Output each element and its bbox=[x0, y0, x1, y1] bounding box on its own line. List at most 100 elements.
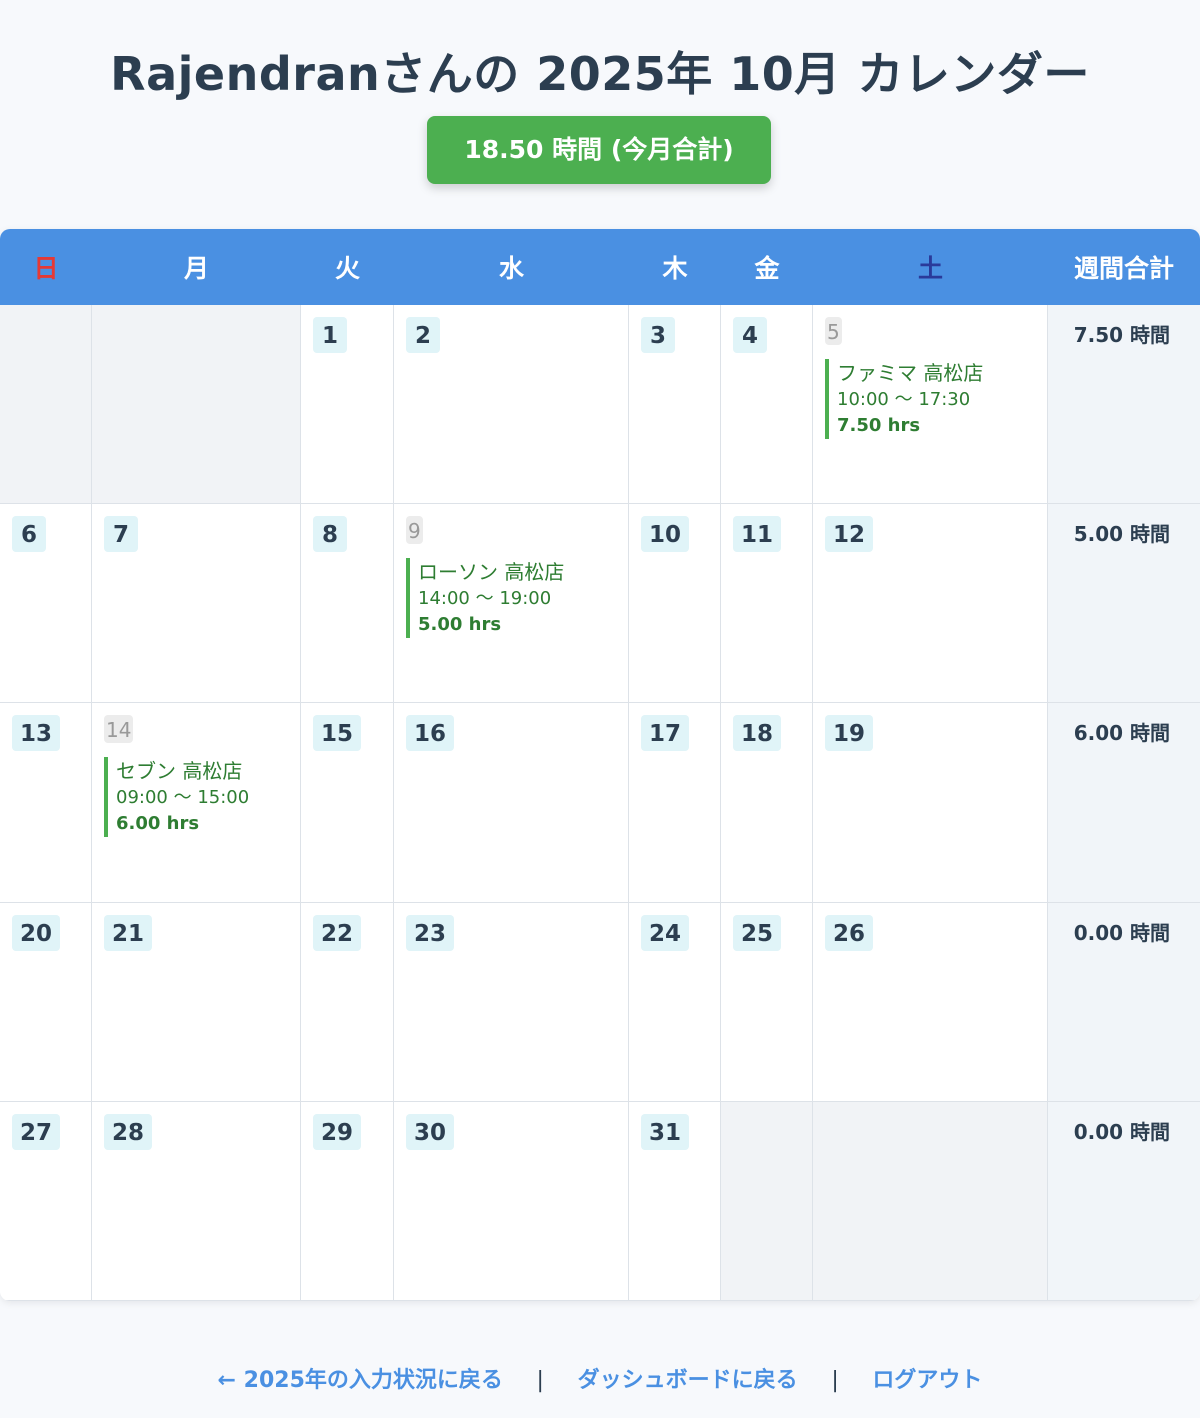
day-cell[interactable]: 12 bbox=[813, 504, 1048, 703]
empty-day-cell bbox=[721, 1102, 813, 1301]
day-cell[interactable]: 24 bbox=[629, 903, 721, 1102]
empty-day-cell bbox=[813, 1102, 1048, 1301]
day-cell[interactable]: 4 bbox=[721, 305, 813, 504]
footer-links: ← 2025年の入力状況に戻る | ダッシュボードに戻る | ログアウト bbox=[0, 1362, 1200, 1394]
day-cell[interactable]: 11 bbox=[721, 504, 813, 703]
week-total-value: 0.00 時間 bbox=[1073, 921, 1170, 945]
shift-entry[interactable]: ローソン 高松店 14:00 〜 19:00 5.00 hrs bbox=[406, 558, 564, 638]
day-number: 14 bbox=[104, 715, 134, 743]
day-number: 31 bbox=[641, 1114, 690, 1150]
day-number: 15 bbox=[313, 715, 362, 751]
day-number: 24 bbox=[641, 915, 690, 951]
week-total-cell: 7.50 時間 bbox=[1048, 305, 1200, 504]
day-number: 6 bbox=[12, 516, 46, 552]
empty-day-cell bbox=[92, 305, 301, 504]
day-cell[interactable]: 15 bbox=[301, 703, 394, 903]
week-total-header: 週間合計 bbox=[1073, 254, 1174, 283]
shift-hours: 7.50 hrs bbox=[837, 415, 921, 436]
shift-time: 10:00 〜 17:30 bbox=[837, 389, 971, 410]
day-number: 19 bbox=[825, 715, 874, 751]
day-number: 12 bbox=[825, 516, 874, 552]
empty-day-cell bbox=[0, 305, 92, 504]
day-cell[interactable]: 29 bbox=[301, 1102, 394, 1301]
monthly-total-badge: 18.50 時間 (今月合計) bbox=[427, 116, 771, 184]
day-cell[interactable]: 2 bbox=[394, 305, 629, 504]
shift-entry[interactable]: ファミマ 高松店 10:00 〜 17:30 7.50 hrs bbox=[825, 359, 983, 439]
week-total-value: 0.00 時間 bbox=[1073, 1120, 1170, 1144]
day-cell[interactable]: 13 bbox=[0, 703, 92, 903]
day-cell[interactable]: 19 bbox=[813, 703, 1048, 903]
day-cell[interactable]: 20 bbox=[0, 903, 92, 1102]
footer-separator: | bbox=[536, 1368, 544, 1393]
day-cell[interactable]: 21 bbox=[92, 903, 301, 1102]
day-cell[interactable]: 5 ファミマ 高松店 10:00 〜 17:30 7.50 hrs bbox=[813, 305, 1048, 504]
day-cell[interactable]: 14 セブン 高松店 09:00 〜 15:00 6.00 hrs bbox=[92, 703, 301, 903]
logout-link[interactable]: ログアウト bbox=[872, 1368, 983, 1393]
day-number: 9 bbox=[406, 516, 423, 544]
day-number: 10 bbox=[641, 516, 690, 552]
dashboard-link[interactable]: ダッシュボードに戻る bbox=[577, 1368, 798, 1393]
week-total-value: 6.00 時間 bbox=[1073, 721, 1170, 745]
week-total-cell: 0.00 時間 bbox=[1048, 1102, 1200, 1301]
day-cell[interactable]: 7 bbox=[92, 504, 301, 703]
shift-hours: 5.00 hrs bbox=[418, 614, 502, 635]
back-to-year-link[interactable]: ← 2025年の入力状況に戻る bbox=[217, 1368, 503, 1393]
weekday-wed: 水 bbox=[498, 254, 524, 283]
day-number: 5 bbox=[825, 317, 842, 345]
week-total-cell: 0.00 時間 bbox=[1048, 903, 1200, 1102]
day-number: 3 bbox=[641, 317, 675, 353]
day-cell[interactable]: 1 bbox=[301, 305, 394, 504]
day-number: 29 bbox=[313, 1114, 362, 1150]
day-cell[interactable]: 25 bbox=[721, 903, 813, 1102]
day-number: 26 bbox=[825, 915, 874, 951]
day-cell[interactable]: 9 ローソン 高松店 14:00 〜 19:00 5.00 hrs bbox=[394, 504, 629, 703]
week-total-value: 5.00 時間 bbox=[1073, 522, 1170, 546]
day-cell[interactable]: 10 bbox=[629, 504, 721, 703]
footer-separator: | bbox=[831, 1368, 839, 1393]
day-number: 2 bbox=[406, 317, 440, 353]
shift-entry[interactable]: セブン 高松店 09:00 〜 15:00 6.00 hrs bbox=[104, 757, 249, 837]
day-number: 7 bbox=[104, 516, 138, 552]
day-number: 21 bbox=[104, 915, 153, 951]
day-number: 27 bbox=[12, 1114, 61, 1150]
day-cell[interactable]: 8 bbox=[301, 504, 394, 703]
day-number: 30 bbox=[406, 1114, 455, 1150]
day-cell[interactable]: 22 bbox=[301, 903, 394, 1102]
week-total-cell: 5.00 時間 bbox=[1048, 504, 1200, 703]
day-cell[interactable]: 28 bbox=[92, 1102, 301, 1301]
day-cell[interactable]: 6 bbox=[0, 504, 92, 703]
weekday-fri: 金 bbox=[754, 254, 780, 283]
day-cell[interactable]: 30 bbox=[394, 1102, 629, 1301]
day-number: 4 bbox=[733, 317, 767, 353]
day-number: 22 bbox=[313, 915, 362, 951]
day-number: 13 bbox=[12, 715, 61, 751]
weekday-mon: 月 bbox=[183, 254, 209, 283]
day-number: 23 bbox=[406, 915, 455, 951]
day-cell[interactable]: 27 bbox=[0, 1102, 92, 1301]
day-cell[interactable]: 17 bbox=[629, 703, 721, 903]
calendar: 日 月 火 水 木 金 土 週間合計 1 2 3 4 5 ファミマ 高松店 10:00 〜 … bbox=[0, 229, 1200, 1301]
day-cell[interactable]: 31 bbox=[629, 1102, 721, 1301]
day-number: 8 bbox=[313, 516, 347, 552]
day-cell[interactable]: 16 bbox=[394, 703, 629, 903]
day-number: 20 bbox=[12, 915, 61, 951]
day-cell[interactable]: 3 bbox=[629, 305, 721, 504]
weekday-thu: 木 bbox=[662, 254, 688, 283]
day-number: 17 bbox=[641, 715, 690, 751]
calendar-header: 日 月 火 水 木 金 土 週間合計 bbox=[0, 229, 1200, 305]
day-number: 1 bbox=[313, 317, 347, 353]
day-cell[interactable]: 23 bbox=[394, 903, 629, 1102]
weekday-sat: 土 bbox=[917, 254, 943, 283]
weekday-sun: 日 bbox=[33, 254, 59, 283]
page-title: Rajendranさんの 2025年 10月 カレンダー bbox=[110, 47, 1090, 101]
day-cell[interactable]: 26 bbox=[813, 903, 1048, 1102]
week-total-value: 7.50 時間 bbox=[1073, 323, 1170, 347]
shift-time: 09:00 〜 15:00 bbox=[116, 787, 250, 808]
shift-time: 14:00 〜 19:00 bbox=[418, 588, 552, 609]
day-number: 11 bbox=[733, 516, 782, 552]
day-cell[interactable]: 18 bbox=[721, 703, 813, 903]
shift-store: ローソン 高松店 bbox=[418, 560, 565, 584]
day-number: 25 bbox=[733, 915, 782, 951]
weekday-tue: 火 bbox=[334, 254, 360, 283]
shift-store: ファミマ 高松店 bbox=[837, 361, 984, 385]
